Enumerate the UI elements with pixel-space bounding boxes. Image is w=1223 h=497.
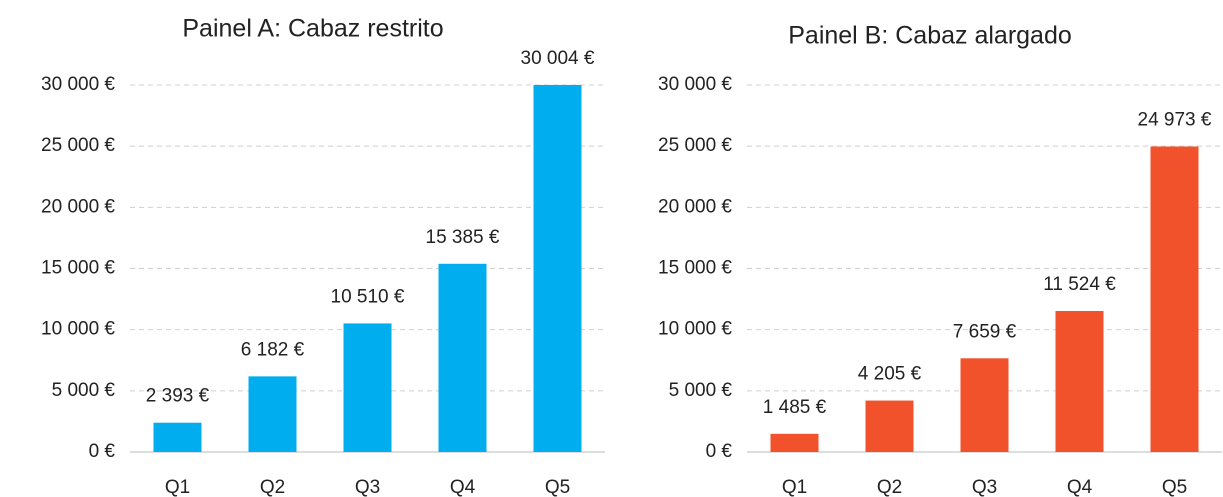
x-tick-label: Q1 bbox=[165, 477, 190, 497]
value-label: 15 385 € bbox=[426, 227, 500, 248]
bar bbox=[343, 323, 392, 452]
x-tick-label: Q4 bbox=[1067, 477, 1093, 497]
bar bbox=[248, 376, 297, 452]
y-tick-label: 0 € bbox=[89, 441, 116, 462]
y-tick-label: 20 000 € bbox=[41, 196, 115, 217]
y-tick-label: 30 000 € bbox=[41, 74, 115, 95]
bar bbox=[960, 358, 1009, 452]
bar bbox=[1150, 146, 1199, 453]
value-label: 24 973 € bbox=[1138, 110, 1212, 131]
bar bbox=[533, 84, 582, 453]
x-tick-label: Q3 bbox=[972, 477, 997, 497]
value-label: 4 205 € bbox=[858, 364, 922, 385]
value-label: 1 485 € bbox=[763, 397, 827, 418]
y-tick-label: 30 000 € bbox=[658, 74, 732, 95]
value-label: 30 004 € bbox=[521, 48, 595, 69]
x-tick-label: Q5 bbox=[1162, 477, 1187, 497]
y-tick-label: 25 000 € bbox=[41, 135, 115, 156]
bar bbox=[770, 433, 819, 452]
y-tick-label: 25 000 € bbox=[658, 135, 732, 156]
value-label: 7 659 € bbox=[953, 321, 1017, 342]
y-tick-label: 10 000 € bbox=[658, 319, 732, 340]
bar bbox=[865, 400, 914, 452]
chart-title: Painel A: Cabaz restrito bbox=[182, 15, 443, 43]
y-tick-label: 10 000 € bbox=[41, 319, 115, 340]
value-label: 6 182 € bbox=[241, 339, 305, 360]
value-label: 2 393 € bbox=[146, 386, 210, 407]
y-tick-label: 5 000 € bbox=[52, 380, 116, 401]
bar bbox=[438, 263, 487, 452]
y-tick-label: 0 € bbox=[706, 441, 733, 462]
x-tick-label: Q5 bbox=[545, 477, 570, 497]
x-tick-label: Q1 bbox=[782, 477, 807, 497]
y-tick-label: 20 000 € bbox=[658, 196, 732, 217]
chart-title: Painel B: Cabaz alargado bbox=[788, 22, 1072, 50]
x-tick-label: Q2 bbox=[877, 477, 902, 497]
x-tick-label: Q4 bbox=[450, 477, 476, 497]
value-label: 11 524 € bbox=[1043, 274, 1116, 295]
y-tick-label: 15 000 € bbox=[41, 258, 115, 279]
bar bbox=[153, 422, 202, 452]
bar bbox=[1055, 311, 1104, 452]
value-label: 10 510 € bbox=[331, 286, 405, 307]
x-tick-label: Q3 bbox=[355, 477, 380, 497]
y-tick-label: 5 000 € bbox=[669, 380, 733, 401]
x-tick-label: Q2 bbox=[260, 477, 285, 497]
y-tick-label: 15 000 € bbox=[658, 258, 732, 279]
